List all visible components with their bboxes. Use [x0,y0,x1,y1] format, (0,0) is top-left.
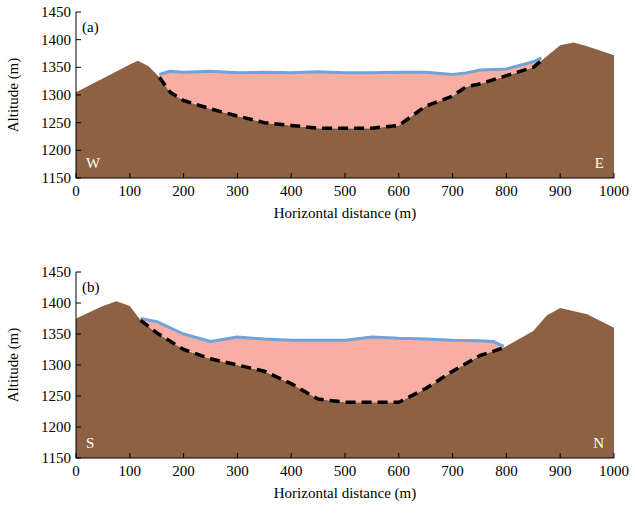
x-tick-label: 1000 [599,463,629,479]
x-tick [398,173,399,178]
x-tick [345,173,346,178]
x-tick [291,453,292,458]
x-tick [291,173,292,178]
lake-band [159,58,541,128]
x-tick [506,453,507,458]
y-tick-label: 1150 [42,170,71,186]
x-tick [398,453,399,458]
x-axis-title: Horizontal distance (m) [274,485,416,502]
x-tick [506,173,507,178]
y-tick-label: 1150 [42,450,71,466]
y-tick-label: 1200 [41,142,71,158]
y-tick-label: 1450 [41,4,71,20]
y-tick [76,12,81,13]
x-tick [183,173,184,178]
panel-label: (b) [82,279,100,296]
x-tick [129,453,130,458]
terrain-area [76,301,614,458]
x-tick-label: 400 [280,463,303,479]
y-tick-label: 1350 [41,326,71,342]
panel: 1150 1200 1250 1300 1350 1400 1450 0 100 200 300 40… [5,4,629,222]
x-tick [560,173,561,178]
x-tick-label: 700 [441,183,464,199]
bed-line [159,61,541,129]
x-tick-label: 700 [441,463,464,479]
x-tick [237,173,238,178]
x-tick [345,453,346,458]
y-tick [76,334,81,335]
y-tick-label: 1350 [41,59,71,75]
y-tick-label: 1400 [41,295,71,311]
y-tick [76,427,81,428]
y-tick [76,303,81,304]
bed-line [141,320,504,402]
x-tick-label: 800 [495,183,518,199]
y-tick-label: 1200 [41,419,71,435]
y-tick [76,396,81,397]
y-axis-title: Altitude (m) [5,328,22,403]
direction-label: W [86,155,101,171]
x-tick [614,453,615,458]
y-tick [76,365,81,366]
plot-area [76,42,614,178]
y-tick-label: 1300 [41,87,71,103]
x-tick-label: 100 [119,183,142,199]
surface-line [159,58,541,75]
y-tick-label: 1400 [41,32,71,48]
terrain-area [76,42,614,178]
lake-band [141,319,504,403]
x-tick-label: 300 [226,183,249,199]
x-tick-label: 300 [226,463,249,479]
x-tick [452,173,453,178]
x-tick [452,453,453,458]
direction-label: S [86,435,94,451]
x-tick [560,453,561,458]
x-tick-label: 200 [172,463,195,479]
y-tick-label: 1300 [41,357,71,373]
x-tick [614,173,615,178]
x-tick [76,453,77,458]
x-tick-label: 1000 [599,183,629,199]
direction-label: N [593,435,604,451]
y-tick [76,150,81,151]
x-tick-label: 0 [72,183,80,199]
x-axis-title: Horizontal distance (m) [274,205,416,222]
x-tick-label: 200 [172,183,195,199]
x-tick [76,173,77,178]
x-tick [183,453,184,458]
y-tick [76,95,81,96]
x-tick-label: 600 [388,463,411,479]
y-tick [76,67,81,68]
x-tick [129,173,130,178]
surface-line [141,319,504,347]
x-tick-label: 500 [334,183,357,199]
y-tick [76,272,81,273]
x-tick-label: 500 [334,463,357,479]
plot-area [76,301,614,458]
y-tick-label: 1250 [41,115,71,131]
x-tick-label: 0 [72,463,80,479]
y-tick [76,39,81,40]
figure: 1150 1200 1250 1300 1350 1400 1450 0 100 200 300 40… [0,0,635,518]
x-tick-label: 100 [119,463,142,479]
x-tick-label: 900 [549,463,572,479]
y-tick [76,178,81,179]
x-tick-label: 900 [549,183,572,199]
x-tick-label: 400 [280,183,303,199]
y-tick-label: 1250 [41,388,71,404]
y-tick [76,458,81,459]
y-tick [76,122,81,123]
direction-label: E [595,155,604,171]
y-tick-label: 1450 [41,264,71,280]
panel-label: (a) [82,19,99,36]
x-tick-label: 600 [388,183,411,199]
x-tick-label: 800 [495,463,518,479]
y-axis-title: Altitude (m) [5,58,22,133]
x-tick [237,453,238,458]
panel: 1150 1200 1250 1300 1350 1400 1450 0 100 200 300 40… [5,264,629,502]
